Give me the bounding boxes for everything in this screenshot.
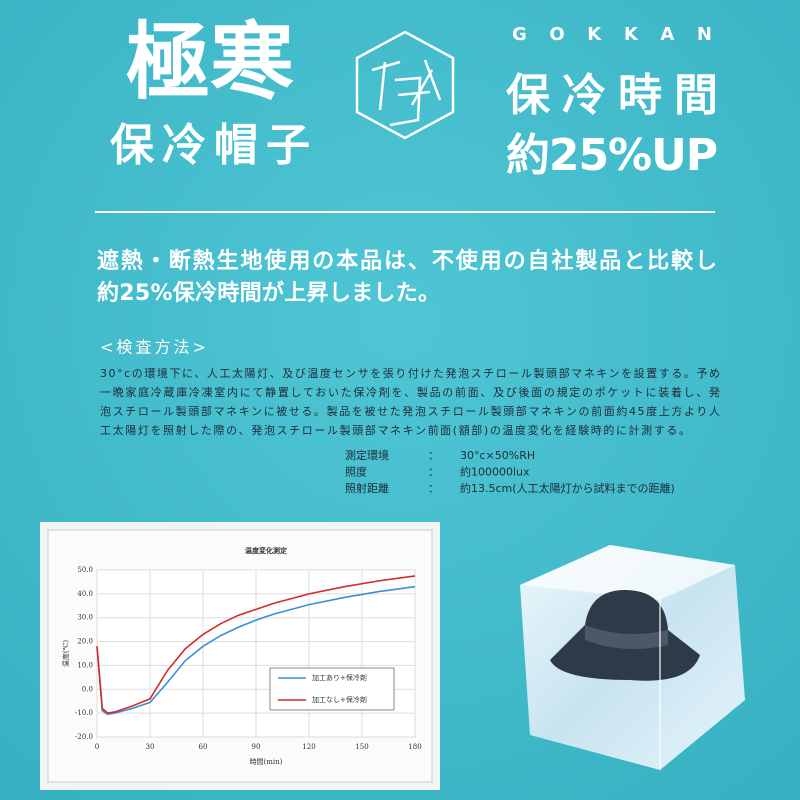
condition-cell: ：: [428, 449, 439, 462]
legend-box: [269, 667, 395, 711]
condition-cell: ：: [428, 482, 439, 495]
y-tick-label: 20.0: [77, 638, 93, 646]
conditions: 測定環境 ： 30°c×50%RH 照度 ： 約100000lux 照射距離 ： 約13.5cm…: [345, 448, 675, 495]
series-line: [96, 585, 416, 716]
series-line: [96, 575, 416, 714]
y-tick-label: 10.0: [77, 661, 93, 669]
claim: 約25%UP: [506, 130, 718, 181]
y-tick-label: 30.0: [77, 614, 93, 622]
x-tick-label: 30: [146, 743, 155, 751]
y-tick-label: 0.0: [82, 685, 93, 693]
x-tick-label: 150: [355, 743, 368, 751]
logo: [355, 30, 455, 140]
y-tick-label: 40.0: [77, 590, 93, 598]
legend-label: 加工なし+保冷剤: [312, 695, 367, 704]
method-line: 泡スチロール製頭部マネキンに被せる。製品を被せた発泡スチロール製頭部マネキンの前…: [100, 404, 720, 418]
x-tick-label: 0: [95, 743, 99, 751]
method-line: 工太陽灯を照射した際の、発泡スチロール製頭部マネキン前面(額部)の温度変化を経験…: [100, 423, 690, 437]
chart-title: 温度変化測定: [245, 546, 287, 555]
x-axis-label: 時間(min): [250, 758, 283, 766]
product-image: [520, 545, 745, 770]
condition-cell: ：: [428, 466, 439, 479]
chart: 温度変化測定 50.0 40.0 30.0 20.0 10.0 0.0 -10.0 -20.00…: [61, 546, 422, 766]
method-line: 30°cの環境下に、人工太陽灯、及び温度センサを張り付けた発泡スチロール製頭部マ…: [100, 366, 720, 380]
y-tick-label: -10.0: [75, 709, 93, 717]
method-line: 一晩家庭冷蔵庫冷凍室内にて静置しておいた保冷剤を、製品の前面、及び後面の規定のポ…: [100, 385, 720, 399]
x-tick-label: 90: [252, 743, 261, 751]
condition-cell: 照度: [345, 465, 367, 479]
y-tick-label: -20.0: [75, 733, 93, 741]
condition-cell: 30°c×50%RH: [460, 449, 535, 462]
legend-label: 加工あり+保冷剤: [312, 673, 367, 682]
condition-cell: 約100000lux: [460, 465, 530, 479]
lead: 遮熱・断熱生地使用の本品は、不使用の自社製品と比較し: [97, 248, 717, 274]
x-tick-label: 120: [302, 743, 315, 751]
condition-cell: 約13.5cm(人工太陽灯から試料までの距離): [460, 481, 675, 495]
y-tick-label: 50.0: [77, 566, 93, 574]
y-axis-label: 温度(℃): [61, 640, 70, 668]
x-tick-label: 180: [408, 743, 421, 751]
condition-cell: 照射距離: [345, 481, 389, 495]
lead: 約25%保冷時間が上昇しました。: [97, 280, 440, 306]
condition-cell: 測定環境: [345, 448, 389, 462]
x-tick-label: 60: [199, 743, 208, 751]
title: 極寒: [126, 13, 294, 111]
